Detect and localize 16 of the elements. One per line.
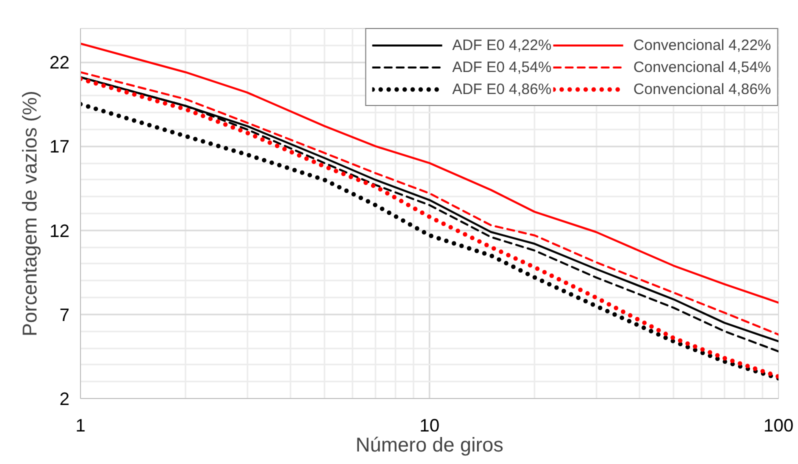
- y-tick-label: 2: [59, 389, 70, 409]
- legend-label: Convencional 4,22%: [633, 36, 771, 54]
- legend-label: ADF E0 4,54%: [452, 58, 552, 76]
- legend-label: Convencional 4,86%: [633, 80, 771, 98]
- legend-label: ADF E0 4,86%: [452, 80, 552, 98]
- y-tick-label: 7: [59, 304, 70, 325]
- legend-label: ADF E0 4,22%: [452, 36, 552, 54]
- x-tick-label: 1: [75, 416, 86, 436]
- y-tick-label: 12: [49, 220, 70, 241]
- y-axis-title: Porcentagem de vazios (%): [19, 90, 42, 336]
- x-axis-title: Número de giros: [356, 434, 504, 456]
- y-tick-label: 17: [49, 136, 70, 157]
- x-tick-label: 10: [419, 416, 440, 436]
- x-tick-label: 100: [763, 416, 794, 436]
- legend-label: Convencional 4,54%: [633, 58, 771, 76]
- y-tick-label: 22: [49, 52, 70, 73]
